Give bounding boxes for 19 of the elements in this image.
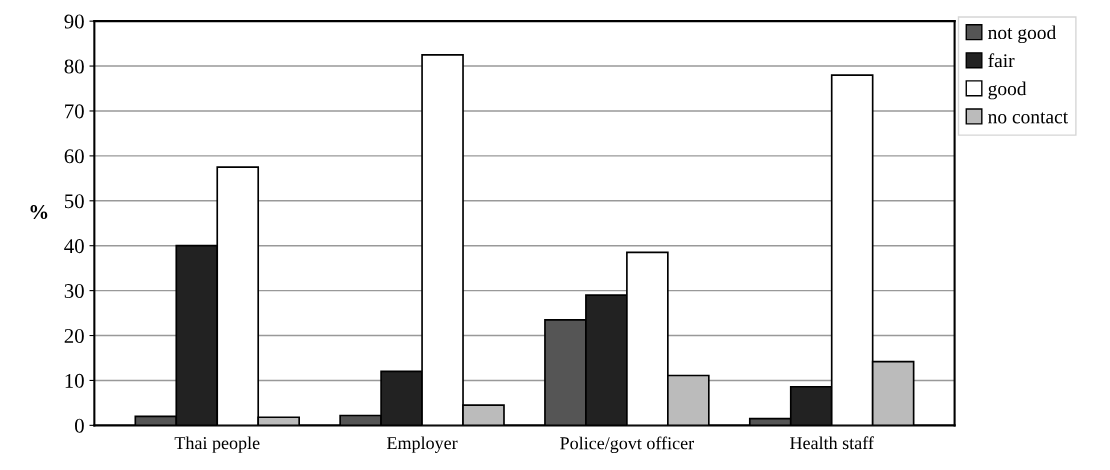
x-tick-label: Police/govt officer: [560, 436, 694, 454]
y-tick-label: 30: [64, 283, 84, 299]
y-axis-title: %: [30, 204, 48, 220]
y-tick-label: 60: [64, 149, 84, 164]
y-tick-label: 70: [65, 104, 84, 119]
legend-label: good: [988, 81, 1027, 100]
legend-label: fair: [988, 53, 1015, 68]
legend-label: not good: [988, 25, 1057, 44]
y-tick-label: 40: [64, 239, 84, 254]
x-tick-label: Thai people: [174, 436, 260, 453]
legend-label: no contact: [988, 112, 1068, 124]
y-tick-label: 90: [64, 14, 84, 29]
x-tick-label: Employer: [386, 436, 458, 453]
y-tick-label: 80: [64, 59, 84, 74]
y-tick-label: 0: [75, 418, 84, 433]
y-tick-label: 20: [64, 328, 84, 343]
y-tick-label: 50: [65, 194, 84, 209]
y-tick-label: 10: [65, 373, 84, 388]
x-tick-label: Health staff: [790, 436, 874, 450]
